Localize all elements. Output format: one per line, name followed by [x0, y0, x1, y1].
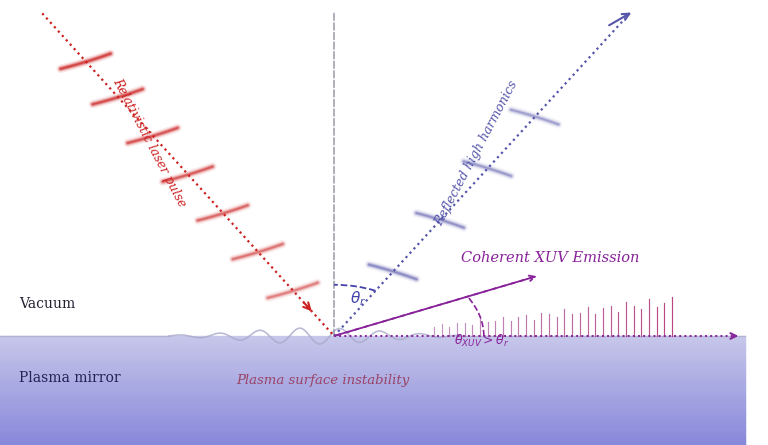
Text: Vacuum: Vacuum [19, 298, 75, 312]
Text: $\theta_r$: $\theta_r$ [350, 289, 366, 308]
Text: Reflected high harmonics: Reflected high harmonics [432, 79, 520, 228]
Text: Plasma surface instability: Plasma surface instability [236, 374, 409, 387]
Text: $\theta_{XUV} > \theta_r$: $\theta_{XUV} > \theta_r$ [455, 333, 510, 349]
Text: Coherent XUV Emission: Coherent XUV Emission [461, 251, 639, 265]
Text: Relativistic laser pulse: Relativistic laser pulse [111, 76, 189, 209]
Text: Plasma mirror: Plasma mirror [19, 371, 121, 385]
